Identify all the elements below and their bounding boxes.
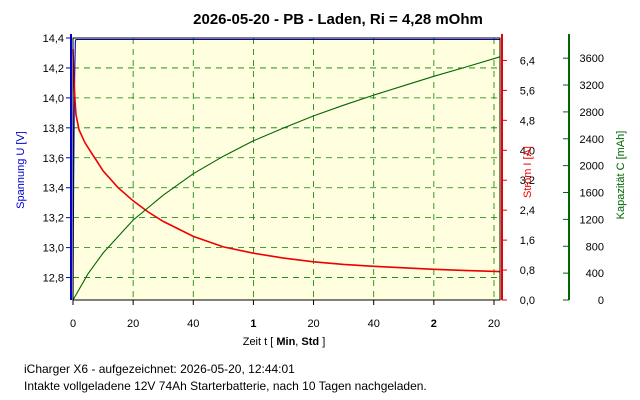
x-tick-label: 40 [187, 318, 199, 330]
y-left-tick-label: 14,0 [43, 93, 64, 105]
series-layer [72, 38, 501, 301]
x-tick-label: 1 [250, 318, 256, 330]
x-axis-label-prefix: Zeit t [ [243, 336, 277, 348]
y-right2-tick-label: 2800 [580, 107, 604, 119]
y-right1-tick-label: 4,0 [520, 145, 535, 157]
y-right1-tick-label: 6,4 [520, 55, 535, 67]
y-left-tick-label: 13,4 [43, 183, 64, 195]
y-right2-tick-label: 2000 [580, 161, 604, 173]
y-left-tick-label: 14,4 [43, 33, 64, 45]
series-line-spannung [72, 38, 500, 301]
plot-area [73, 38, 500, 300]
y-right2-tick-label: 0 [598, 295, 604, 307]
y-left-tick-label: 14,2 [43, 63, 64, 75]
y-right2-tick-label: 1600 [580, 188, 604, 200]
x-tick-label: 0 [70, 318, 76, 330]
footer-description: Intakte vollgeladene 12V 74Ah Starterbat… [24, 379, 427, 393]
grid [73, 38, 500, 300]
y-left-tick-label: 13,2 [43, 213, 64, 225]
y-left-tick-label: 13,0 [43, 243, 64, 255]
y-axis-label-voltage: Spannung U [V] [15, 131, 27, 209]
x-tick-label: 40 [368, 318, 380, 330]
chart-title: 2026-05-20 - PB - Laden, Ri = 4,28 mOhm [193, 11, 483, 28]
y-right2-tick-label: 3200 [580, 80, 604, 92]
x-tick-label: 20 [127, 318, 139, 330]
x-axis-label-min: Min [276, 336, 295, 348]
y-axis-label-capacity: Kapazität C [mAh] [615, 131, 627, 220]
x-tick-label: 20 [488, 318, 500, 330]
x-axis-label-sep: , [295, 336, 301, 348]
y-right1-tick-label: 2,4 [520, 205, 535, 217]
y-left-tick-label: 13,8 [43, 123, 64, 135]
series-line-strom [72, 49, 501, 273]
y-right1-tick-label: 5,6 [520, 85, 535, 97]
x-axis-label: Zeit t [ Min, Std ] [243, 336, 326, 348]
y-right2-tick-label: 400 [586, 268, 604, 280]
y-right2-tick-label: 800 [586, 241, 604, 253]
footer-recorder-info: iCharger X6 - aufgezeichnet: 2026-05-20,… [24, 362, 295, 376]
x-axis-label-std: Std [301, 336, 319, 348]
y-left-tick-label: 13,6 [43, 153, 64, 165]
y-right1-tick-label: 0,8 [520, 265, 535, 277]
y-axis-label-current: Strom I [A] [522, 146, 534, 198]
y-right1-tick-label: 4,8 [520, 115, 535, 127]
x-axis-label-suffix: ] [319, 336, 325, 348]
y-right1-tick-label: 1,6 [520, 235, 535, 247]
y-right2-tick-label: 2400 [580, 134, 604, 146]
series-line-kapazität [72, 56, 501, 301]
plot-frame [72, 37, 501, 301]
y-left-tick-label: 12,8 [43, 273, 64, 285]
y-right2-tick-label: 3600 [580, 53, 604, 65]
x-tick-label: 2 [431, 318, 437, 330]
y-right1-tick-label: 3,2 [520, 175, 535, 187]
y-right1-tick-label: 0,0 [520, 295, 535, 307]
x-tick-label: 20 [307, 318, 319, 330]
y-right2-tick-label: 1200 [580, 214, 604, 226]
axes: 0 20 40 1 20 40 2 20 12,8 13,0 13,2 13,4 13,6 13,8 14,… [43, 33, 604, 330]
